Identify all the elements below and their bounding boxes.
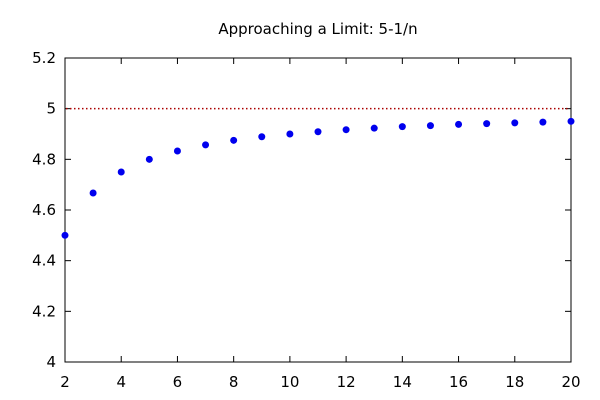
x-tick-label-6: 14 <box>393 373 412 391</box>
data-point-0-13 <box>426 122 434 130</box>
x-tick-label-9: 20 <box>561 373 580 391</box>
x-tick-label-2: 6 <box>173 373 183 391</box>
data-point-0-0 <box>61 231 69 239</box>
x-tick-label-8: 18 <box>505 373 524 391</box>
data-point-0-3 <box>145 155 153 163</box>
y-tick-label-1: 4.2 <box>32 302 56 320</box>
y-tick-label-4: 4.8 <box>32 150 56 168</box>
data-point-0-7 <box>258 133 266 141</box>
tick-labels-layer: 44.24.44.64.855.22 4 6 8 10 12 14 16 18 20 <box>32 49 580 391</box>
data-point-0-18 <box>567 117 575 125</box>
x-tick-label-4: 10 <box>280 373 299 391</box>
chart-title: Approaching a Limit: 5-1/n <box>218 20 417 38</box>
data-point-0-1 <box>89 189 97 197</box>
x-tick-label-0: 2 <box>60 373 70 391</box>
x-tick-label-7: 16 <box>449 373 468 391</box>
data-point-0-6 <box>230 136 238 144</box>
data-point-0-15 <box>483 120 491 128</box>
y-tick-label-5: 5 <box>46 100 56 118</box>
data-point-0-17 <box>539 118 547 126</box>
y-tick-label-3: 4.6 <box>32 201 56 219</box>
x-tick-label-1: 4 <box>116 373 126 391</box>
data-point-0-11 <box>370 124 378 132</box>
data-point-0-16 <box>511 119 519 127</box>
data-point-0-8 <box>286 130 294 138</box>
y-tick-label-0: 4 <box>46 353 56 371</box>
data-point-0-14 <box>455 120 463 128</box>
x-tick-label-3: 8 <box>229 373 239 391</box>
y-tick-label-6: 5.2 <box>32 49 56 67</box>
data-point-0-4 <box>173 147 181 155</box>
y-tick-label-2: 4.4 <box>32 252 56 270</box>
data-point-0-5 <box>202 141 210 149</box>
ticks-layer <box>64 57 572 363</box>
data-point-0-12 <box>398 123 406 131</box>
x-tick-label-5: 12 <box>337 373 356 391</box>
data-point-0-9 <box>314 128 322 136</box>
data-point-0-2 <box>117 168 125 176</box>
data-point-0-10 <box>342 126 350 134</box>
points-layer <box>61 117 575 239</box>
plot-frame <box>64 57 572 363</box>
